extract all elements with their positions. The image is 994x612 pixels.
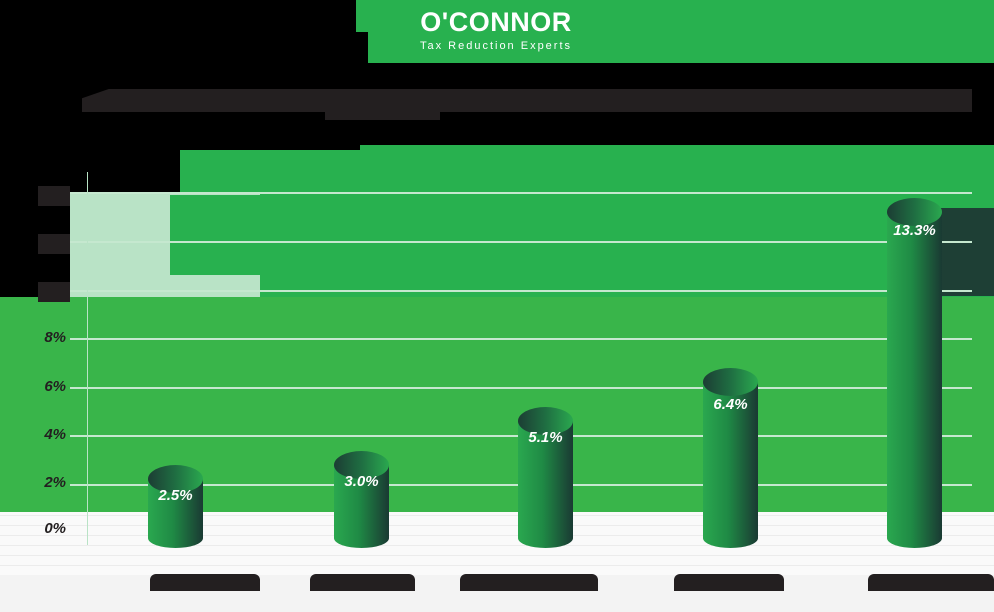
chart-title (82, 89, 972, 119)
bar-1: 2.5% (148, 465, 203, 548)
bar-body (703, 382, 758, 548)
gridline-6 (70, 387, 972, 389)
bar-4: 6.4% (703, 368, 758, 548)
gridline-14 (70, 192, 972, 194)
x-tick-label (868, 574, 994, 591)
bar-cap (887, 198, 942, 226)
bar-cap (518, 407, 573, 435)
bar-cap (334, 451, 389, 479)
y-tick-label: 2% (44, 474, 66, 491)
bar-5: 13.3% (887, 198, 942, 548)
decorative-block (940, 208, 994, 296)
bar-body (518, 421, 573, 548)
y-tick-label: 0% (44, 520, 66, 537)
chart-title-obscured-line2 (325, 108, 440, 120)
logo-accent (356, 0, 368, 32)
x-tick-label (310, 574, 415, 591)
y-tick-obscured (38, 282, 70, 302)
x-tick-label (674, 574, 784, 591)
gridline-10 (70, 290, 972, 292)
gridline-8 (70, 338, 972, 340)
logo-banner (368, 0, 994, 63)
y-tick-label: 6% (44, 378, 66, 395)
bar-cap (703, 368, 758, 396)
y-tick-label: 4% (44, 426, 66, 443)
bar-value-label: 2.5% (158, 487, 193, 504)
x-tick-label (460, 574, 598, 591)
logo-name: O'CONNOR (420, 7, 572, 37)
bar-3: 5.1% (518, 407, 573, 548)
chart-title-obscured (82, 89, 972, 112)
y-tick-obscured (38, 234, 70, 254)
map-decoration (170, 195, 260, 275)
logo-tagline: Tax Reduction Experts (419, 40, 573, 52)
bar-cap (148, 465, 203, 493)
y-tick-label: 8% (44, 329, 66, 346)
y-axis-line (87, 172, 88, 545)
bar-body (887, 212, 942, 548)
y-tick-obscured (38, 186, 70, 206)
bar-2: 3.0% (334, 451, 389, 548)
bar-value-label: 6.4% (713, 396, 748, 413)
gridline-12 (70, 241, 972, 243)
x-tick-label (150, 574, 260, 591)
bar-value-label: 3.0% (344, 473, 379, 490)
bar-value-label: 13.3% (893, 222, 936, 239)
bar-value-label: 5.1% (528, 429, 563, 446)
plot-background-upper (180, 150, 994, 297)
